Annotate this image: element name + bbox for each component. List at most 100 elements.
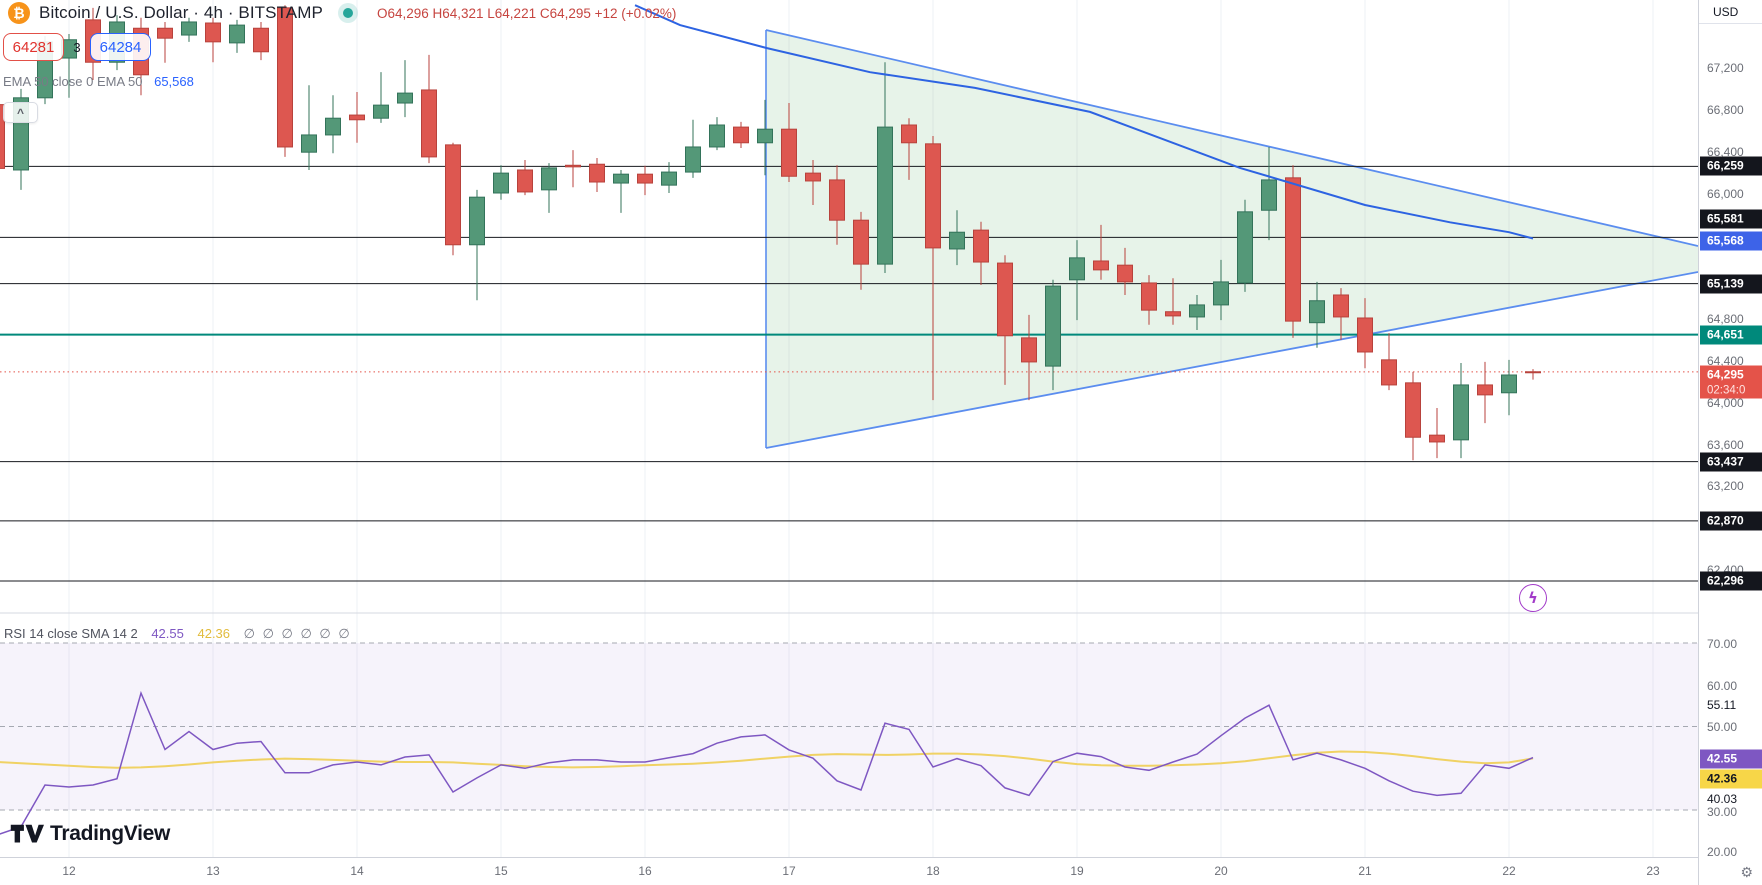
candle [469, 189, 485, 301]
candle [925, 135, 941, 401]
market-status-dot[interactable] [342, 8, 353, 18]
rsi-badge-purple: 42.55 [1700, 749, 1762, 769]
candle [493, 165, 509, 200]
candle [517, 160, 533, 196]
ema-50-line[interactable] [634, 4, 1534, 240]
tradingview-logo-icon [10, 824, 44, 843]
time-axis-label: 23 [1646, 864, 1660, 878]
price-axis-label: 66,000 [1707, 186, 1744, 201]
rsi-empty-values: ∅ ∅ ∅ ∅ ∅ ∅ [243, 626, 352, 641]
price-axis-label: 63,600 [1707, 437, 1744, 452]
candle [1405, 371, 1421, 461]
rsi-sma-current-value: 42.36 [197, 626, 231, 641]
candle [1045, 279, 1061, 391]
price-badge-black: 63,437 [1700, 452, 1762, 472]
candle [1141, 275, 1157, 325]
price-axis-label: 66,400 [1707, 144, 1744, 159]
candle [1189, 294, 1205, 331]
rsi-legend-row: RSI 14 close SMA 14 2 42.55 42.36 ∅ ∅ ∅ … [4, 626, 352, 642]
candle [949, 210, 965, 266]
candle [1093, 224, 1109, 280]
candle [997, 255, 1013, 385]
chart-canvas[interactable] [0, 0, 1698, 857]
price-badge-teal: 64,651 [1700, 325, 1762, 345]
triangle-bottom-trendline[interactable] [765, 271, 1698, 449]
time-axis[interactable]: 12 13 14 15 16 17 18 19 20 21 22 23 [0, 857, 1698, 885]
rsi-axis-label: 20.00 [1707, 845, 1738, 859]
candle [541, 163, 557, 213]
rsi-legend-label: RSI 14 close SMA 14 2 [4, 626, 138, 641]
price-axis-label: 64,000 [1707, 395, 1744, 410]
symbol-title[interactable]: Bitcoin / U.S. Dollar · 4h · BITSTAMP [39, 3, 323, 22]
price-axis-label: 64,400 [1707, 353, 1744, 368]
settings-icon[interactable]: ⚙ [1740, 864, 1753, 880]
candle [613, 169, 629, 213]
price-axis-label: 63,200 [1707, 479, 1744, 494]
time-axis-label: 19 [1070, 864, 1084, 878]
candle [1261, 146, 1277, 241]
candle [373, 72, 389, 123]
price-badge-blue: 65,568 [1700, 231, 1762, 251]
price-axis-label: 67,200 [1707, 60, 1744, 75]
collapse-indicator-button[interactable]: ^ [3, 102, 38, 123]
candle [157, 21, 173, 63]
triangle-pattern-fill [766, 30, 1698, 448]
candle [685, 119, 701, 178]
time-axis-label: 12 [62, 864, 76, 878]
candle [445, 142, 461, 256]
price-badge-black: 65,581 [1700, 209, 1762, 229]
tradingview-logo[interactable]: TradingView [10, 818, 170, 850]
rsi-line[interactable] [0, 690, 1534, 835]
candle [781, 103, 797, 183]
candle [1333, 288, 1349, 340]
candle [1357, 298, 1373, 369]
time-axis-label: 16 [638, 864, 652, 878]
candle [709, 117, 725, 151]
price-axis[interactable]: USD ⚙ 67,200 66,800 66,400 66,000 64,800 64,4… [1698, 0, 1762, 885]
rsi-axis-label: 40.03 [1699, 792, 1762, 806]
time-axis-label: 22 [1502, 864, 1516, 878]
rsi-axis-label: 55.11 [1699, 698, 1762, 712]
candle [733, 121, 749, 149]
time-axis-label: 20 [1214, 864, 1228, 878]
candle [637, 165, 653, 196]
time-axis-label: 21 [1358, 864, 1372, 878]
candle [1429, 407, 1445, 459]
candle [565, 150, 581, 188]
candle [805, 160, 821, 206]
candle [229, 19, 245, 53]
candle [1525, 369, 1541, 380]
tradingview-logo-text: TradingView [50, 822, 171, 845]
candle [253, 21, 269, 61]
candle [325, 95, 341, 154]
ohlc-summary: O64,296 H64,321 L64,221 C64,295 +12 (+0.… [376, 5, 677, 21]
price-badge-black: 66,259 [1700, 156, 1762, 176]
time-axis-label: 17 [782, 864, 796, 878]
price-axis-label: 66,800 [1707, 102, 1744, 117]
candle [349, 92, 365, 143]
candle [397, 60, 413, 118]
time-axis-label: 13 [206, 864, 220, 878]
quick-trade-lightning-button[interactable]: ϟ [1519, 584, 1547, 612]
candle [1117, 247, 1133, 295]
symbol-row: ₿ Bitcoin / U.S. Dollar · 4h · BITSTAMP … [8, 1, 676, 25]
price-badge-black: 62,296 [1700, 571, 1762, 591]
lightning-icon: ϟ [1528, 589, 1538, 607]
price-badge-red: 64,295 02:34:0 [1700, 365, 1762, 399]
ema-legend-value: 65,568 [154, 74, 194, 89]
chevron-up-icon: ^ [16, 105, 24, 120]
candle [1021, 314, 1037, 401]
candle [1069, 240, 1085, 321]
time-axis-label: 18 [926, 864, 940, 878]
order-buttons-row: 64281 3 64284 [3, 33, 151, 61]
triangle-top-trendline[interactable] [765, 29, 1698, 247]
price-badge-black: 62,870 [1700, 511, 1762, 531]
ema-legend-label: EMA 50 close 0 EMA 50 [3, 74, 143, 89]
price-axis-label: 64,800 [1707, 312, 1744, 327]
buy-price-button[interactable]: 64284 [90, 33, 151, 61]
rsi-sma-line[interactable] [0, 750, 1534, 769]
candle [757, 99, 773, 176]
candle [1237, 199, 1253, 292]
sell-price-button[interactable]: 64281 [3, 33, 64, 61]
